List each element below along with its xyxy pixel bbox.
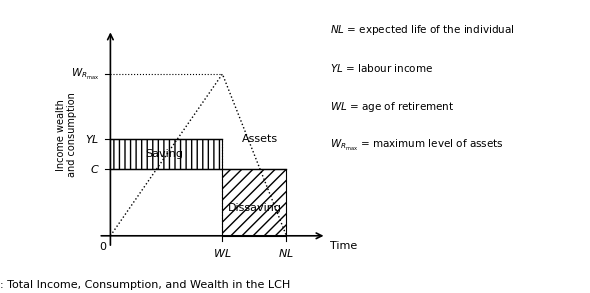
Text: Assets: Assets (242, 134, 278, 144)
Text: $WL$ = age of retirement: $WL$ = age of retirement (330, 100, 455, 114)
Text: $C$: $C$ (90, 163, 99, 175)
Text: $W_{R_{\mathrm{max}}}$ = maximum level of assets: $W_{R_{\mathrm{max}}}$ = maximum level o… (330, 138, 504, 153)
Text: 0: 0 (99, 242, 106, 252)
Bar (110, 139, 222, 169)
Text: $YL$ = labour income: $YL$ = labour income (330, 62, 434, 74)
Text: Dissaving: Dissaving (227, 203, 281, 213)
Text: $W_{R_{\mathrm{max}}}$: $W_{R_{\mathrm{max}}}$ (71, 67, 99, 81)
Text: $WL$: $WL$ (213, 247, 232, 259)
Text: $NL$ = expected life of the individual: $NL$ = expected life of the individual (330, 23, 515, 38)
Text: $NL$: $NL$ (278, 247, 294, 259)
Bar (110, 169, 222, 236)
Text: Saving: Saving (145, 149, 183, 159)
Text: Income wealth
and consumption: Income wealth and consumption (55, 92, 77, 177)
Bar (222, 169, 286, 236)
Text: $YL$: $YL$ (85, 133, 99, 145)
Text: Time: Time (330, 241, 358, 251)
Text: Fig. 1: Total Income, Consumption, and Wealth in the LCH: Fig. 1: Total Income, Consumption, and W… (0, 280, 290, 290)
